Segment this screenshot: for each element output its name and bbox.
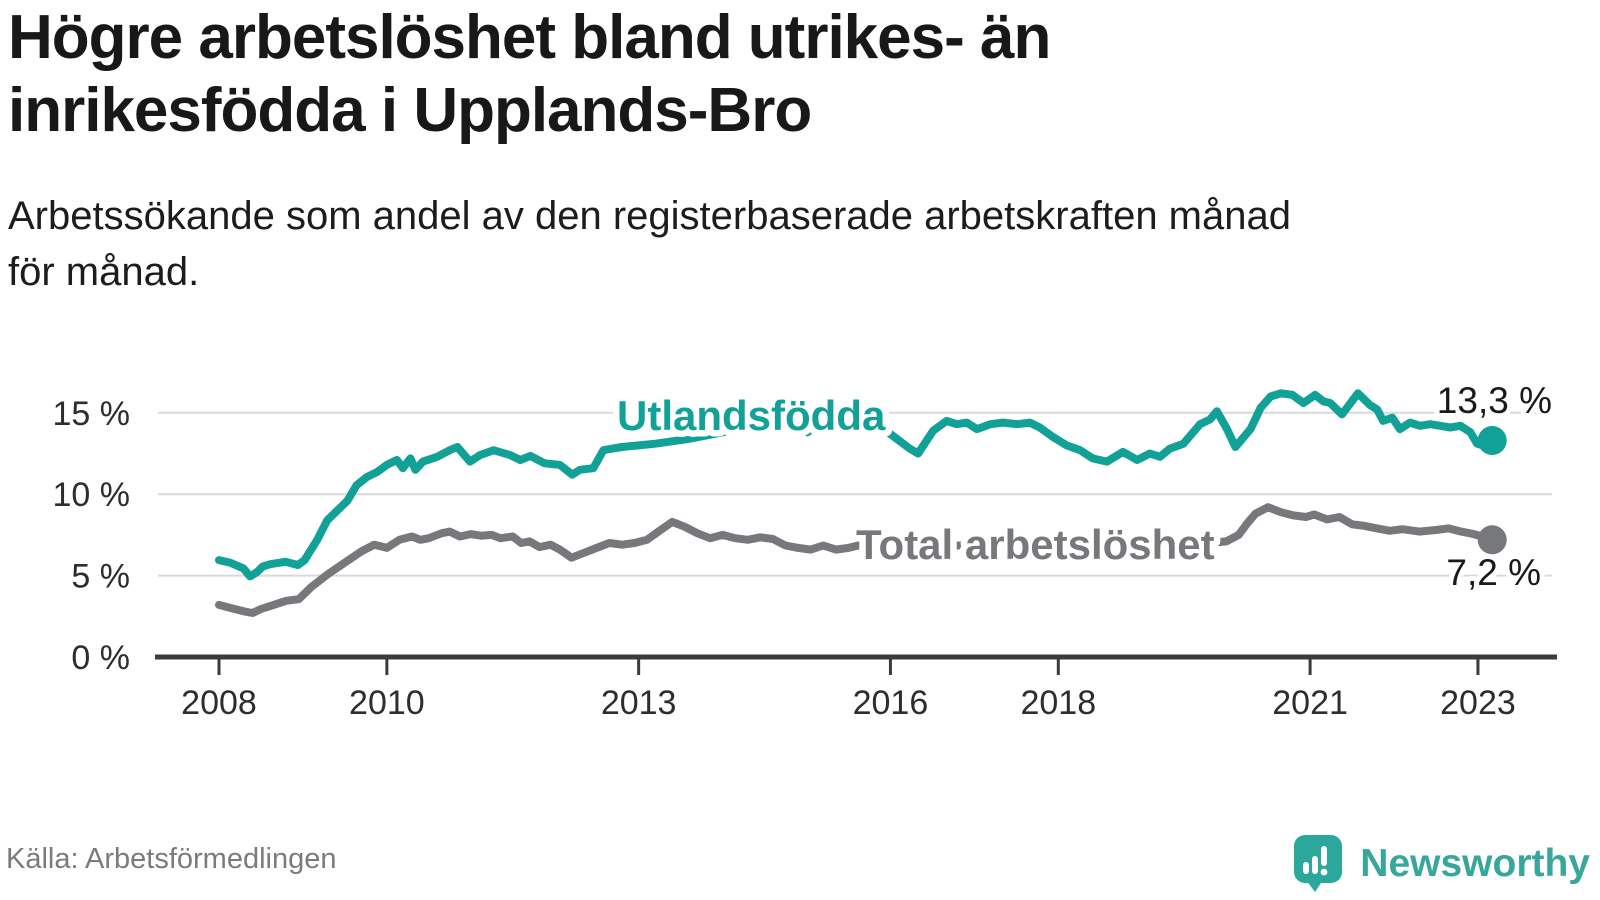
end-value-label-utlandsfodda: 13,3 %	[1437, 380, 1552, 421]
x-tick-label-2008: 2008	[181, 684, 257, 722]
end-value-label-total: 7,2 %	[1446, 552, 1541, 593]
chart-subtitle: Arbetssökande som andel av den registerb…	[8, 188, 1291, 300]
chart-subtitle-line-2: för månad.	[8, 250, 200, 294]
x-tick-label-2023: 2023	[1440, 684, 1516, 722]
page-title-line-2: inrikesfödda i Upplands-Bro	[8, 75, 812, 145]
x-tick-label-2013: 2013	[601, 684, 677, 722]
x-tick-label-2021: 2021	[1272, 684, 1348, 722]
newsworthy-icon	[1294, 835, 1343, 892]
newsworthy-wordmark: Newsworthy	[1360, 842, 1590, 885]
series-line-1	[215, 503, 1497, 617]
page-title: Högre arbetslöshet bland utrikes- än inr…	[8, 2, 1051, 147]
series-label-total-arbetsloshet: Total arbetslöshet	[856, 521, 1215, 568]
newsworthy-logo: Newsworthy	[1293, 835, 1590, 893]
chart-series	[215, 389, 1507, 617]
axes: 2008 2010 2013 2016 2018 2021 2023 0 % 5 % 10 % 15…	[53, 395, 1557, 722]
x-tick-label-2016: 2016	[853, 684, 929, 722]
page-title-line-1: Högre arbetslöshet bland utrikes- än	[8, 3, 1051, 72]
series-label-utlandsfodda: Utlandsfödda	[617, 392, 886, 439]
y-tick-label-5: 5 %	[71, 558, 130, 596]
source-note: Källa: Arbetsförmedlingen	[6, 843, 337, 875]
chart-subtitle-line-1: Arbetssökande som andel av den registerb…	[8, 194, 1291, 238]
x-tick-label-2010: 2010	[349, 684, 425, 722]
y-tick-label-0: 0 %	[71, 639, 130, 677]
y-tick-label-15: 15 %	[53, 395, 131, 433]
x-tick-label-2018: 2018	[1020, 684, 1096, 722]
end-dot-1	[1477, 525, 1507, 555]
end-dot-0	[1477, 425, 1507, 455]
series-line-0	[215, 389, 1497, 581]
y-tick-label-10: 10 %	[53, 476, 131, 514]
